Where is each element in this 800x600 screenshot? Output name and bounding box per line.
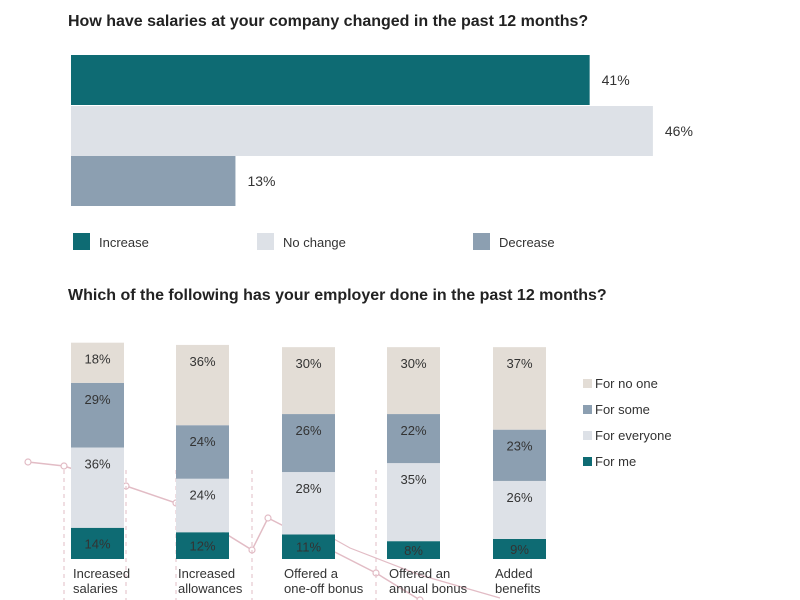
- legend-label: Decrease: [499, 235, 555, 250]
- background-trend-point: [264, 514, 272, 522]
- bar-value-label: 46%: [665, 123, 693, 139]
- stack-segment-for-me: [282, 534, 335, 559]
- employer-actions-legend: For no one For some For everyone For me: [583, 376, 672, 469]
- segment-value-label: 35%: [400, 472, 426, 487]
- category-label: one-off bonus: [284, 581, 364, 596]
- background-trend-point: [416, 596, 424, 600]
- segment-value-label: 24%: [189, 488, 215, 503]
- background-trend-point: [24, 458, 32, 466]
- legend-label: Increase: [99, 235, 149, 250]
- legend-swatch: [583, 405, 592, 414]
- stack-segment-for-some: [493, 429, 546, 481]
- segment-value-label: 36%: [84, 457, 110, 472]
- stack-segment-for-some: [176, 425, 229, 479]
- stack-segment-for-everyone: [387, 463, 440, 542]
- category-label: allowances: [178, 581, 243, 596]
- segment-value-label: 11%: [296, 540, 321, 555]
- bar-no-change: [71, 106, 653, 156]
- legend-swatch: [473, 233, 490, 250]
- stack-segment-for-some: [282, 414, 335, 473]
- chart2-title: Which of the following has your employer…: [68, 287, 607, 304]
- segment-value-label: 29%: [84, 392, 110, 407]
- segment-value-label: 22%: [400, 423, 426, 438]
- bar-value-label: 41%: [602, 72, 630, 88]
- stack-segment-for-everyone: [176, 478, 229, 533]
- legend-swatch: [257, 233, 274, 250]
- segment-value-label: 14%: [84, 536, 110, 551]
- segment-value-label: 26%: [506, 490, 532, 505]
- segment-value-label: 8%: [404, 543, 423, 558]
- stack-segment-for-no-one: [176, 344, 229, 426]
- legend-label: For no one: [595, 376, 658, 391]
- category-label: Increased: [178, 566, 235, 581]
- segment-value-label: 37%: [506, 356, 532, 371]
- stack-segment-for-me: [493, 538, 546, 559]
- stack-segment-for-everyone: [493, 480, 546, 539]
- employer-actions-chart: 14%36%29%18%Increasedsalaries12%24%24%36…: [71, 342, 546, 596]
- category-label: benefits: [495, 581, 541, 596]
- legend-label: No change: [283, 235, 346, 250]
- stack-segment-for-no-one: [493, 347, 546, 430]
- legend-swatch: [583, 457, 592, 466]
- bar-decrease: [71, 156, 236, 206]
- segment-value-label: 28%: [295, 481, 321, 496]
- segment-value-label: 18%: [84, 352, 110, 367]
- segment-value-label: 36%: [189, 354, 215, 369]
- legend-swatch: [583, 379, 592, 388]
- segment-value-label: 24%: [189, 434, 215, 449]
- stack-segment-for-some: [387, 414, 440, 464]
- segment-value-label: 23%: [506, 439, 532, 454]
- category-label: Offered an: [389, 566, 450, 581]
- chart1-title: How have salaries at your company change…: [68, 13, 589, 30]
- stack-segment-for-some: [71, 382, 124, 448]
- category-label: Offered a: [284, 566, 339, 581]
- stack-segment-for-me: [387, 541, 440, 559]
- salary-change-legend: Increase No change Decrease: [73, 233, 555, 250]
- category-label: Increased: [73, 566, 130, 581]
- stack-segment-for-no-one: [387, 347, 440, 415]
- stack-segment-for-me: [176, 532, 229, 559]
- background-trend-point: [60, 462, 68, 470]
- stack-segment-for-no-one: [282, 347, 335, 415]
- legend-label: For me: [595, 454, 636, 469]
- legend-label: For some: [595, 402, 650, 417]
- stack-segment-for-no-one: [71, 342, 124, 383]
- salary-change-chart: 41% 46% 13%: [71, 55, 693, 206]
- stack-segment-for-everyone: [282, 472, 335, 535]
- segment-value-label: 30%: [295, 356, 321, 371]
- segment-value-label: 12%: [189, 539, 215, 554]
- stack-segment-for-me: [71, 527, 124, 559]
- category-label: annual bonus: [389, 581, 468, 596]
- legend-swatch: [583, 431, 592, 440]
- legend-label: For everyone: [595, 428, 672, 443]
- category-label: salaries: [73, 581, 118, 596]
- legend-swatch: [73, 233, 90, 250]
- bar-increase: [71, 55, 590, 105]
- bar-value-label: 13%: [247, 173, 275, 189]
- category-label: Added: [495, 566, 533, 581]
- segment-value-label: 9%: [510, 542, 529, 557]
- segment-value-label: 26%: [295, 423, 321, 438]
- segment-value-label: 30%: [400, 356, 426, 371]
- stack-segment-for-everyone: [71, 447, 124, 528]
